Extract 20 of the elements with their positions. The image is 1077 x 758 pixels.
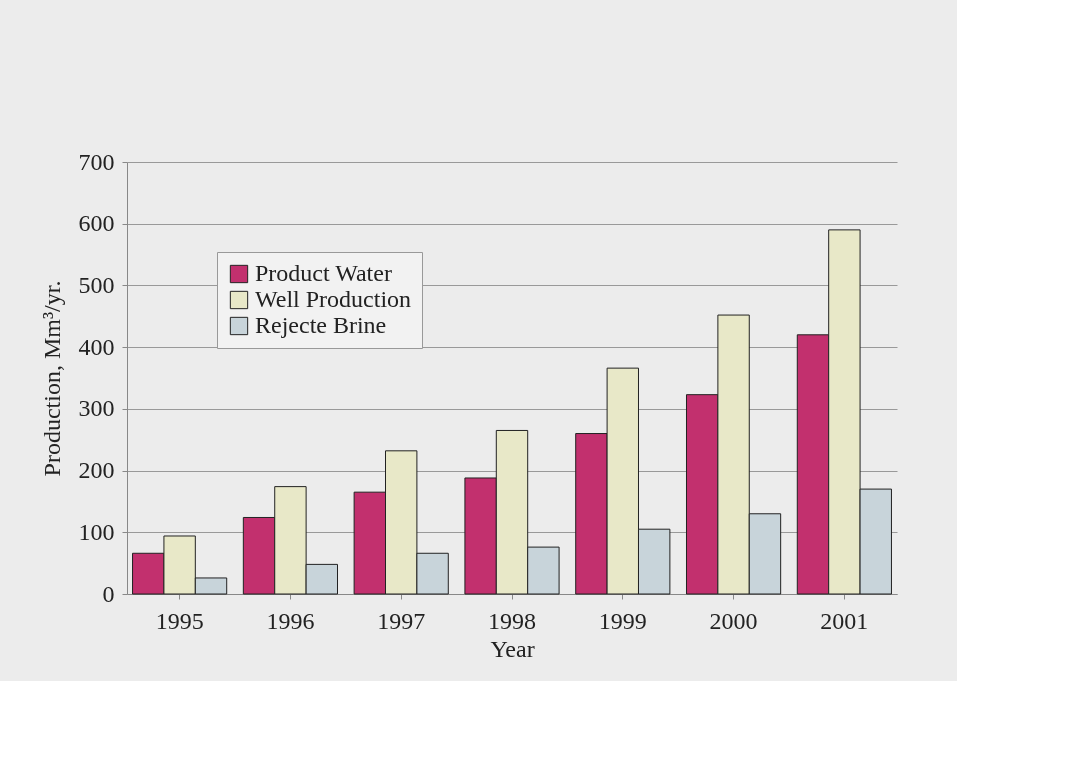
y-tick-label: 300 [78, 395, 115, 422]
y-axis-title: Production, Mm³/yr. [38, 280, 65, 477]
x-tick-label: 1999 [598, 607, 647, 634]
y-tick-label: 500 [78, 271, 115, 298]
x-tick-label: 1996 [266, 607, 315, 634]
legend-label: Rejecte Brine [255, 312, 387, 338]
y-tick-label: 200 [78, 457, 115, 484]
x-tick-label: 1995 [155, 607, 204, 634]
x-tick-label: 1997 [377, 607, 426, 634]
legend-label: Product Water [255, 260, 392, 286]
y-tick-label: 400 [78, 333, 115, 360]
x-tick-label: 2000 [709, 607, 758, 634]
y-tick-label: 600 [78, 210, 115, 237]
y-tick-label: 700 [78, 148, 115, 175]
y-tick-label: 0 [102, 580, 115, 607]
x-tick-label: 1998 [488, 607, 536, 634]
legend-label: Well Production [255, 286, 412, 312]
x-axis-title: Year [490, 635, 535, 662]
x-tick-label: 2001 [820, 607, 869, 634]
y-tick-label: 100 [78, 518, 115, 545]
